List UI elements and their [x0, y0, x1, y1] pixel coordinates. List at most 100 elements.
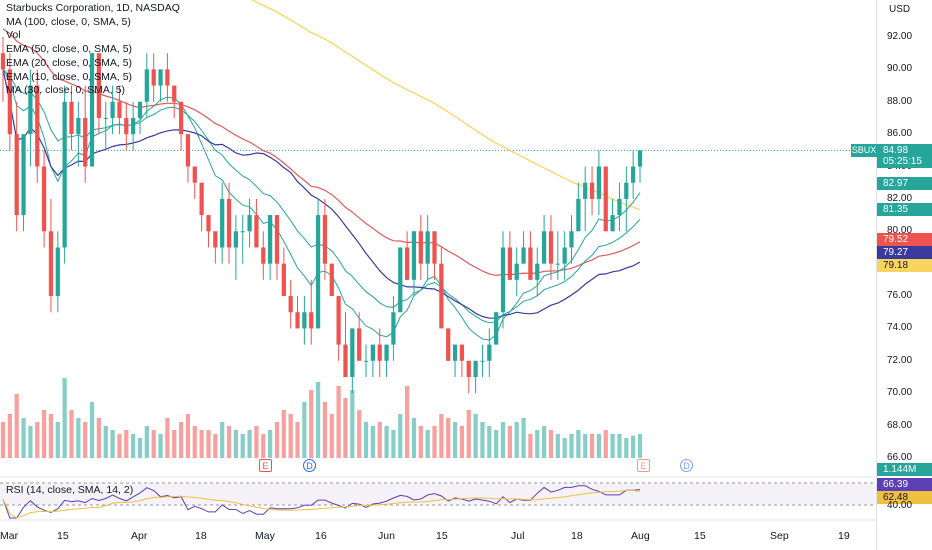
volume-bar — [89, 402, 95, 458]
candle-body — [281, 263, 286, 297]
candle-body — [336, 296, 341, 345]
legend-vol[interactable]: Vol — [6, 29, 21, 42]
volume-bar — [76, 418, 81, 458]
candle-body — [41, 166, 47, 232]
volume-bar — [439, 414, 444, 458]
volume-bar — [131, 434, 136, 458]
volume-bar — [377, 422, 382, 458]
candle-body — [398, 247, 403, 313]
candle-body — [110, 101, 115, 118]
candle-body — [548, 231, 554, 264]
candle-body — [452, 344, 458, 361]
time-tick: May — [255, 530, 275, 542]
candle-body — [274, 215, 280, 264]
legend-title[interactable]: Starbucks Corporation, 1D, NASDAQ — [6, 2, 180, 14]
candle-body — [240, 231, 245, 233]
volume-bar — [233, 430, 239, 458]
volume-bar — [514, 422, 519, 458]
candle-body — [514, 263, 519, 280]
legend-ema10[interactable]: EMA (10, close, 0, SMA, 5) — [6, 70, 133, 83]
price-tick: 72.00 — [887, 354, 913, 366]
candle-body — [302, 312, 307, 329]
candle-body — [576, 198, 581, 232]
time-tick: Sep — [770, 530, 789, 542]
candle-body — [535, 263, 540, 280]
ema10-badge: 82.97 — [877, 177, 932, 190]
price-tick: 80.00 — [887, 225, 913, 237]
rsi-badge: 66.39 — [877, 478, 932, 491]
time-tick: 16 — [315, 530, 327, 542]
time-tick: Aug — [631, 530, 650, 542]
volume-bar — [569, 434, 574, 458]
volume-bar — [254, 426, 259, 458]
candle-body — [206, 215, 211, 232]
currency-label[interactable]: USD — [889, 4, 911, 15]
time-tick: 19 — [838, 530, 850, 542]
candle-body — [0, 53, 6, 70]
rsi-ma-line — [2, 489, 641, 519]
price-tick: 68.00 — [887, 419, 913, 431]
volume-bar — [220, 422, 225, 458]
rsi-legend[interactable]: RSI (14, close, SMA, 14, 2) — [6, 484, 134, 496]
volume-bar — [576, 430, 581, 458]
volume-bar — [637, 434, 643, 458]
candle-body — [596, 166, 602, 199]
legend-ema20[interactable]: EMA (20, close, 0, SMA, 5) — [6, 56, 133, 69]
volume-bar — [261, 434, 266, 458]
legend-ma100[interactable]: MA (100, close, 0, SMA, 5) — [6, 15, 131, 28]
volume-bar — [172, 430, 177, 458]
candle-body — [377, 344, 382, 361]
candle-body — [617, 198, 622, 216]
price-tick: 70.00 — [887, 387, 913, 399]
volume-bar — [268, 430, 273, 458]
candle-body — [35, 85, 40, 167]
time-tick: 15 — [694, 530, 706, 542]
price-tick: 92.00 — [887, 31, 913, 42]
candle-body — [185, 134, 191, 167]
volume-bar — [213, 434, 218, 458]
volume-bar — [535, 430, 540, 458]
dividend-marker-upcoming[interactable]: D — [680, 459, 693, 472]
candle-body — [165, 69, 170, 86]
volume-bar — [315, 382, 321, 458]
volume-bar — [281, 410, 286, 458]
time-tick: 15 — [57, 530, 69, 542]
volume-bar — [117, 434, 122, 458]
earnings-marker-upcoming[interactable]: E — [637, 459, 650, 472]
volume-bar — [432, 426, 437, 458]
candle-body — [343, 344, 348, 377]
volume-bar — [596, 434, 602, 458]
candle-body — [487, 344, 492, 361]
earnings-marker[interactable]: E — [259, 459, 272, 472]
candle-body — [158, 69, 163, 86]
candle-body — [55, 247, 60, 297]
time-tick: Jun — [378, 530, 395, 542]
dividend-marker[interactable]: D — [303, 459, 316, 472]
candle-body — [350, 328, 355, 377]
volume-bar — [178, 422, 184, 458]
volume-bar — [7, 414, 12, 458]
volume-bar — [494, 430, 499, 458]
time-tick: Mar — [0, 530, 19, 542]
candle-body — [233, 231, 239, 248]
volume-bar — [480, 422, 485, 458]
volume-bar — [192, 426, 197, 458]
ema50-badge: 79.52 — [877, 233, 932, 246]
volume-bar — [500, 422, 506, 458]
candle-body — [363, 360, 369, 362]
price-tick: 76.00 — [887, 290, 913, 302]
volume-bar — [521, 418, 526, 458]
volume-bar — [274, 422, 280, 458]
ma30-badge: 79.27 — [877, 246, 932, 259]
ema10-line — [2, 69, 641, 341]
volume-bar — [144, 426, 149, 458]
volume-bar — [350, 390, 355, 458]
legend-ema50[interactable]: EMA (50, close, 0, SMA, 5) — [6, 43, 133, 56]
volume-bar — [548, 430, 554, 458]
rsi-ma-badge: 62.48 — [877, 491, 932, 504]
legend-ma30[interactable]: MA (30, close, 0, SMA, 5) — [6, 84, 126, 97]
candle-body — [569, 231, 574, 248]
candle-body — [631, 166, 636, 183]
volume-bar — [507, 426, 512, 458]
